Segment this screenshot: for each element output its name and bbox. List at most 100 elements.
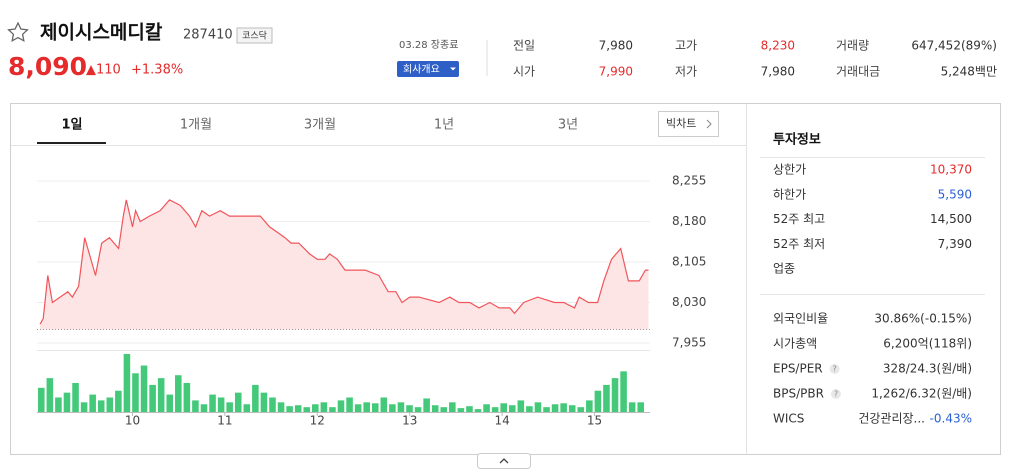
- volume-bar: [423, 398, 430, 412]
- volume-bar: [89, 394, 96, 412]
- volume-bar: [586, 400, 593, 412]
- volume-bar: [594, 390, 602, 412]
- x-tick-label: 10: [125, 414, 140, 428]
- price-line: [39, 199, 649, 325]
- change-rate: +1.38%: [131, 63, 183, 78]
- invest-title: 투자정보: [773, 132, 821, 148]
- price-change: ▲110: [86, 63, 121, 78]
- summary-label: 전일: [513, 39, 535, 53]
- volume-bar: [551, 404, 559, 412]
- volume-bar: [97, 400, 105, 412]
- volume-bar: [140, 365, 148, 412]
- volume-bar: [620, 371, 627, 412]
- summary-value: 647,452(89%): [911, 39, 997, 53]
- stock-name: 제이시스메디칼: [40, 22, 163, 44]
- invest-label: EPS/PER: [773, 362, 823, 376]
- volume-bar: [329, 407, 336, 412]
- favorite-star[interactable]: [7, 21, 29, 43]
- x-tick-label: 12: [310, 414, 325, 428]
- company-button[interactable]: [397, 61, 459, 77]
- period-tab[interactable]: 3개월: [304, 118, 336, 133]
- x-tick-label: 11: [217, 414, 232, 428]
- volume-bar: [491, 407, 499, 412]
- collapse-button[interactable]: [477, 453, 531, 469]
- volume-bar: [234, 392, 242, 412]
- volume-bar: [106, 397, 114, 412]
- volume-bar: [175, 375, 182, 412]
- summary-label: 거래대금: [836, 65, 880, 79]
- summary-label: 시가: [513, 65, 535, 79]
- volume-bar: [371, 403, 379, 412]
- invest-label: 시가총액: [773, 337, 817, 351]
- big-chart-label: 빅차트: [666, 117, 696, 130]
- volume-bar: [320, 402, 328, 412]
- volume-bar: [312, 404, 319, 412]
- volume-bar: [611, 378, 619, 412]
- invest-value: 14,500: [930, 212, 972, 226]
- volume-bar: [346, 397, 353, 412]
- company-button-label: 회사개요: [403, 64, 440, 76]
- period-tab[interactable]: 1일: [61, 118, 82, 133]
- invest-label: 상한가: [773, 163, 806, 177]
- volume-bar: [637, 402, 644, 412]
- volume-bar: [397, 402, 405, 412]
- volume-bar: [543, 407, 550, 412]
- volume-bar: [294, 405, 302, 412]
- help-icon-label: ?: [834, 390, 838, 399]
- volume-bar: [46, 378, 54, 412]
- big-chart-button[interactable]: [658, 111, 719, 137]
- volume-bar: [72, 382, 79, 412]
- period-tab[interactable]: 1개월: [180, 118, 212, 133]
- volume-bar: [483, 404, 490, 412]
- invest-label: BPS/PBR: [773, 387, 824, 401]
- volume-bar: [38, 387, 45, 412]
- summary-value: 7,990: [599, 65, 633, 79]
- summary-label: 고가: [675, 39, 697, 53]
- volume-bar: [269, 397, 276, 412]
- volume-bar: [337, 400, 345, 412]
- invest-value: 6,200억(118위): [883, 337, 972, 351]
- y-tick-label: 8,255: [672, 174, 706, 188]
- invest-value: 10,370: [930, 163, 972, 177]
- volume-bar: [414, 407, 422, 412]
- chevron-up: [499, 458, 509, 464]
- market-status: 03.28 장종료: [399, 39, 458, 51]
- x-tick-label: 15: [587, 414, 602, 428]
- volume-bar: [354, 404, 362, 412]
- y-tick-label: 7,955: [672, 336, 706, 350]
- volume-bar: [217, 397, 225, 412]
- invest-label: 외국인비율: [773, 312, 828, 326]
- help-icon[interactable]: [830, 389, 841, 399]
- price-area: [40, 199, 649, 330]
- volume-bar: [260, 392, 268, 412]
- volume-bar: [132, 373, 139, 412]
- volume-bar: [149, 384, 156, 412]
- invest-label: 52주 최저: [773, 237, 825, 251]
- volume-bar: [457, 408, 465, 412]
- period-tab[interactable]: 3년: [558, 118, 578, 133]
- invest-value: 328/24.3(원/배): [883, 362, 972, 376]
- volume-bar: [252, 384, 259, 412]
- volume-bar: [603, 384, 610, 412]
- market-label: 코스닥: [242, 31, 267, 42]
- volume-bar: [200, 404, 208, 412]
- invest-value: 1,262/6.32(원/배): [871, 387, 972, 401]
- volume-bar: [63, 392, 71, 412]
- volume-bar: [577, 407, 585, 412]
- summary-value: 8,230: [761, 39, 795, 53]
- help-icon[interactable]: [829, 364, 840, 374]
- dropdown-arrow: [450, 67, 456, 71]
- invest-value: 건강관리장...: [858, 412, 925, 426]
- y-tick-label: 8,030: [672, 295, 706, 309]
- volume-bar: [80, 402, 88, 412]
- volume-bar: [55, 397, 62, 412]
- volume-bar: [363, 402, 370, 412]
- volume-bar: [628, 402, 636, 412]
- invest-value: 7,390: [938, 237, 972, 251]
- volume-bar: [157, 378, 165, 412]
- invest-value: 30.86%(-0.15%): [874, 312, 972, 326]
- volume-bar: [500, 403, 507, 412]
- volume-bar: [474, 409, 482, 412]
- period-tab[interactable]: 1년: [434, 118, 454, 133]
